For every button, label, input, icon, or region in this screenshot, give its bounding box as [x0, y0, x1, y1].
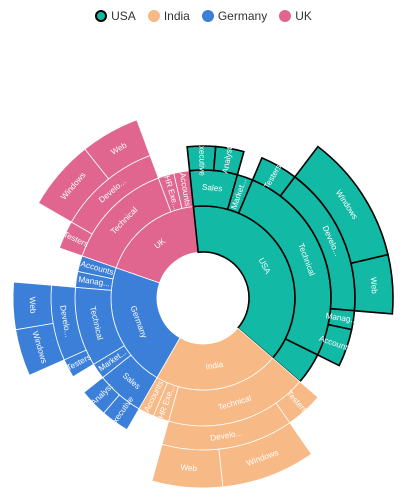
legend: USA India Germany UK [0, 9, 407, 23]
legend-marker-icon [279, 10, 292, 22]
legend-marker-icon [95, 10, 108, 22]
label-usa-sales: Sales [202, 183, 223, 194]
legend-marker-icon [147, 10, 160, 22]
legend-label: Germany [217, 9, 268, 23]
segment-india-web[interactable] [151, 443, 224, 489]
legend-label: UK [295, 9, 312, 23]
label-usa-web: Web [369, 277, 379, 295]
legend-item-uk[interactable]: UK [279, 9, 312, 23]
legend-marker-icon [201, 10, 214, 22]
legend-item-germany[interactable]: Germany [201, 9, 268, 23]
segment-germany-web[interactable] [12, 281, 54, 331]
segment-uk-web[interactable] [84, 119, 151, 180]
label-usa-executive: Executive [197, 140, 206, 176]
legend-item-usa[interactable]: USA [95, 9, 136, 23]
label-india-india: India [205, 360, 224, 372]
segment-usa-web[interactable] [350, 253, 394, 315]
segments-layer [12, 119, 394, 489]
legend-item-india[interactable]: India [147, 9, 190, 23]
label-india-web: Web [180, 463, 198, 473]
label-germany-web: Web [28, 297, 38, 314]
legend-label: India [163, 9, 190, 23]
segment-india-accounts[interactable] [138, 377, 168, 417]
legend-label: USA [111, 9, 136, 23]
